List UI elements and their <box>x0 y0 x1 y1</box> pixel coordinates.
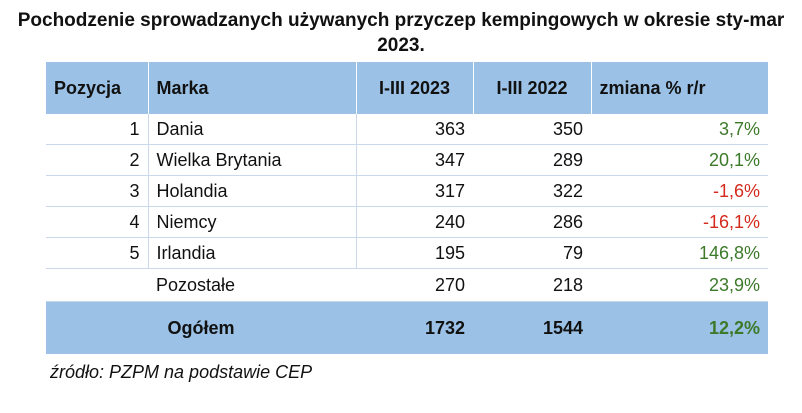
row-position: 2 <box>46 144 149 176</box>
row-brand: Wielka Brytania <box>148 144 357 176</box>
row-brand: Niemcy <box>148 206 357 238</box>
row-position: 5 <box>46 237 149 269</box>
table-title: Pochodzenie sprowadzanych używanych przy… <box>17 10 785 56</box>
header-brand: Marka <box>148 62 357 114</box>
other-change: 23,9% <box>591 268 768 302</box>
header-row: Pozycja Marka I-III 2023 I-III 2022 zmia… <box>46 62 768 114</box>
total-label: Ogółem <box>46 301 356 354</box>
row-brand: Irlandia <box>148 237 357 269</box>
row-value-2023: 347 <box>356 144 473 176</box>
row-value-2022: 289 <box>473 144 591 176</box>
row-value-2022: 322 <box>473 175 591 207</box>
header-change: zmiana % r/r <box>591 62 768 114</box>
source-note: źródło: PZPM na podstawie CEP <box>50 362 313 382</box>
row-position: 3 <box>46 175 149 207</box>
row-position: 4 <box>46 206 149 238</box>
row-brand: Dania <box>148 114 357 145</box>
row-value-2023: 195 <box>356 237 473 269</box>
header-position: Pozycja <box>46 62 149 114</box>
header-2023: I-III 2023 <box>356 62 474 114</box>
table-row: 5 Irlandia 195 79 146,8% <box>46 237 768 269</box>
row-brand: Holandia <box>148 175 357 207</box>
row-value-2022: 350 <box>473 114 591 145</box>
total-value-2023: 1732 <box>356 301 473 354</box>
total-change: 12,2% <box>591 301 768 354</box>
other-position <box>46 268 148 302</box>
table-row: 1 Dania 363 350 3,7% <box>46 114 768 145</box>
row-value-2023: 240 <box>356 206 473 238</box>
data-table: Pozycja Marka I-III 2023 I-III 2022 zmia… <box>46 62 768 354</box>
row-change: -1,6% <box>591 175 768 207</box>
row-value-2023: 317 <box>356 175 473 207</box>
other-value-2023: 270 <box>356 268 473 302</box>
row-position: 1 <box>46 114 149 145</box>
row-value-2022: 286 <box>473 206 591 238</box>
row-change: 20,1% <box>591 144 768 176</box>
other-label: Pozostałe <box>148 268 356 302</box>
row-value-2023: 363 <box>356 114 473 145</box>
row-change: 3,7% <box>591 114 768 145</box>
table-row: 4 Niemcy 240 286 -16,1% <box>46 206 768 238</box>
other-row: Pozostałe 270 218 23,9% <box>46 268 768 302</box>
row-change: 146,8% <box>591 237 768 269</box>
table-row: 2 Wielka Brytania 347 289 20,1% <box>46 144 768 176</box>
table-row: 3 Holandia 317 322 -1,6% <box>46 175 768 207</box>
header-2022: I-III 2022 <box>473 62 592 114</box>
total-row: Ogółem 1732 1544 12,2% <box>46 301 768 354</box>
total-value-2022: 1544 <box>473 301 591 354</box>
row-change: -16,1% <box>591 206 768 238</box>
other-value-2022: 218 <box>473 268 591 302</box>
row-value-2022: 79 <box>473 237 591 269</box>
